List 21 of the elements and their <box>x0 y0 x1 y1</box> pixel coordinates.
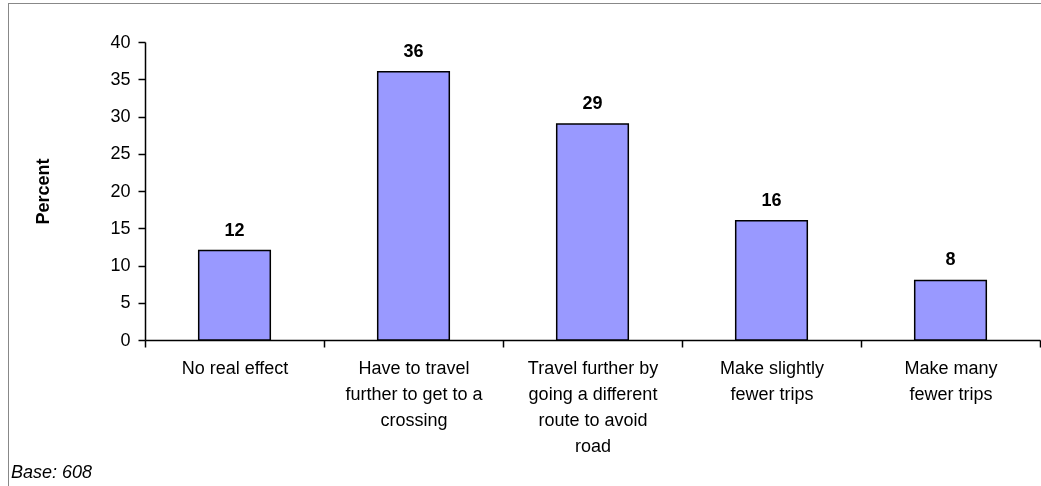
x-tick-label: Make slightly fewer trips <box>719 357 825 404</box>
x-tick-label: No real effect <box>181 357 289 378</box>
y-tick-label: 35 <box>110 68 131 89</box>
x-tick-label: Travel further by going a different route to avoid road <box>527 357 659 456</box>
y-tick-label: 0 <box>120 329 131 350</box>
x-tick-label: Make many fewer trips <box>904 357 998 404</box>
text: Base: 608 <box>11 462 93 482</box>
y-tick-label: 25 <box>110 143 131 164</box>
x-tick-label: Have to travel further to get to a crossing <box>345 357 484 430</box>
data-label: 8 <box>945 249 956 270</box>
data-label: 29 <box>582 92 603 113</box>
data-label: 12 <box>224 219 245 240</box>
y-tick-label: 30 <box>110 106 131 126</box>
y-axis-title: Percent <box>32 158 53 225</box>
y-tick-label: 5 <box>120 292 131 313</box>
data-label: 36 <box>403 40 424 61</box>
data-label: 16 <box>761 189 782 210</box>
y-tick-label: 40 <box>110 31 131 52</box>
y-tick-label: 20 <box>110 180 131 201</box>
y-tick-label: 15 <box>110 217 131 238</box>
y-tick-label: 10 <box>110 255 131 275</box>
